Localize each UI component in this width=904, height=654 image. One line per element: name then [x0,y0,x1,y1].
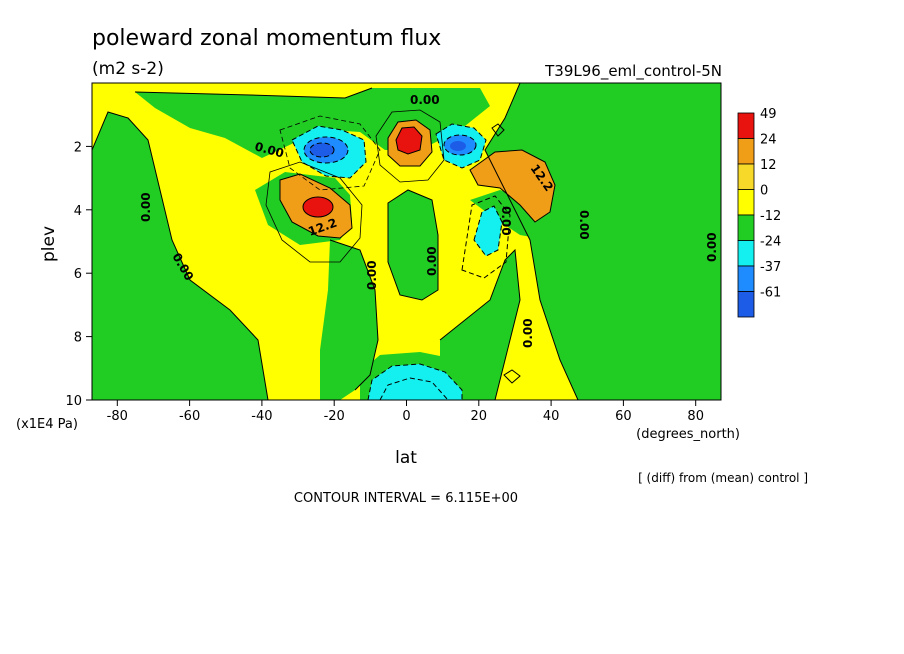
x-tick-label: -40 [251,409,272,424]
region-cyan-mid [474,206,502,256]
region-green-center [388,190,438,300]
colorbar-label: 49 [760,107,777,122]
colorbar-label: -61 [760,286,781,301]
x-tick-label: 60 [615,409,632,424]
contour-label: 0.00 [425,246,439,276]
region-red-left [303,197,333,217]
contour-label: 0.00 [499,206,513,236]
region-orange-right [470,150,555,222]
colorbar-label: -12 [760,209,781,224]
x-tick-label: -80 [107,409,128,424]
colorbar-label: 0 [760,184,768,199]
diff-note: [ (diff) from (mean) control ] [638,471,808,485]
y-axis-label: plev [39,226,59,262]
contour-label: 0.00 [410,93,440,107]
y-tick-label: 4 [74,204,82,219]
region-green-west [92,112,268,400]
x-tick-label: -20 [324,409,345,424]
colorbar-swatch [737,112,755,139]
colorbar-swatch [737,291,755,318]
plot-area: 0.00 0.00 0.00 0.00 0.00 0.00 0.00 0.00 … [92,83,721,400]
colorbar-swatch [737,265,755,292]
y-axis: 2 4 6 8 10 [65,140,92,409]
x-tick-label: -60 [179,409,200,424]
contour-label: 0.00 [521,318,535,348]
colorbar-swatch [737,240,755,267]
colorbar-label: -37 [760,260,781,275]
region-red-center [396,127,422,154]
x-tick-label: 20 [471,409,488,424]
chart-title: poleward zonal momentum flux [92,26,441,51]
region-darkblue-left [310,143,334,157]
colorbar-swatch [737,189,755,216]
contour-label: 0.00 [577,210,591,240]
run-label: T39L96_eml_control-5N [544,62,722,81]
y-units-label: (x1E4 Pa) [16,417,78,432]
region-cyan-bottom [368,364,462,400]
y-tick-label: 6 [74,267,82,282]
units-label: (m2 s-2) [92,59,164,79]
y-tick-label: 2 [74,140,82,155]
colorbar-swatch [737,163,755,190]
colorbar-swatch [737,214,755,241]
contour-label: 0.00 [705,232,719,262]
colorbar-label: -24 [760,235,781,250]
contour-label: 0.00 [139,192,153,222]
x-axis: -80 -60 -40 -20 0 20 40 60 80 [107,400,704,424]
contour-label: 0.00 [365,260,379,290]
x-tick-label: 40 [543,409,560,424]
x-units-label: (degrees_north) [636,427,740,442]
colorbar-swatch [737,138,755,165]
region-green-lower [440,250,520,400]
colorbar: 49 24 12 0 -12 -24 -37 -61 [737,107,781,318]
region-darkblue-right [450,141,466,151]
x-tick-label: 0 [402,409,410,424]
x-axis-label: lat [395,448,417,468]
x-tick-label: 80 [687,409,704,424]
contour-interval: CONTOUR INTERVAL = 6.115E+00 [294,491,518,506]
region-green-south [320,240,378,400]
colorbar-label: 24 [760,133,777,148]
contour-lines [92,83,579,400]
y-tick-label: 8 [74,331,82,346]
y-tick-label: 10 [65,394,82,409]
negative-contours [279,115,511,400]
colorbar-label: 12 [760,158,777,173]
